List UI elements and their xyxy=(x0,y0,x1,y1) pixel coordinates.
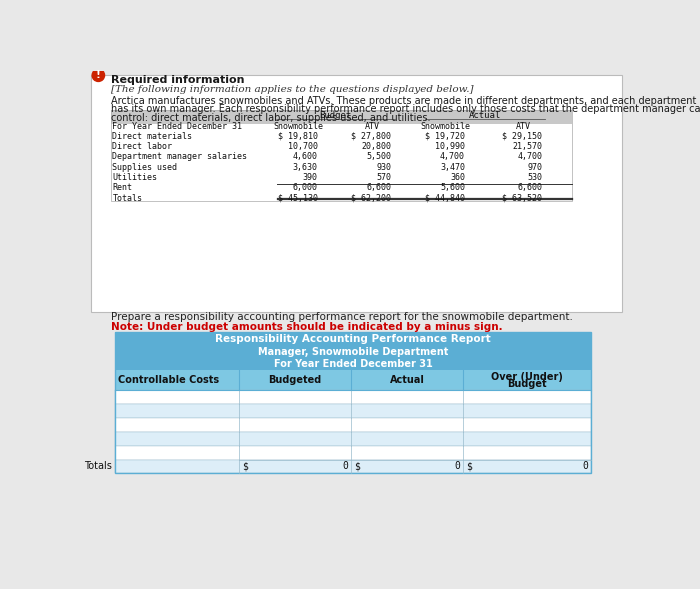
Text: 0: 0 xyxy=(454,461,461,471)
Text: 20,800: 20,800 xyxy=(361,142,391,151)
Text: 390: 390 xyxy=(302,173,318,182)
Text: 360: 360 xyxy=(450,173,465,182)
FancyBboxPatch shape xyxy=(115,446,592,459)
FancyBboxPatch shape xyxy=(115,459,592,474)
Text: $ 19,720: $ 19,720 xyxy=(425,131,465,141)
Text: Budgeted: Budgeted xyxy=(268,375,321,385)
Text: 4,700: 4,700 xyxy=(517,153,542,161)
FancyBboxPatch shape xyxy=(115,332,592,346)
Text: Manager, Snowmobile Department: Manager, Snowmobile Department xyxy=(258,347,448,357)
Text: ATV: ATV xyxy=(365,123,379,131)
Text: Direct labor: Direct labor xyxy=(112,142,172,151)
FancyBboxPatch shape xyxy=(115,432,592,446)
FancyBboxPatch shape xyxy=(92,75,622,312)
Text: Budget: Budget xyxy=(319,111,351,120)
Text: 10,700: 10,700 xyxy=(288,142,318,151)
Text: 530: 530 xyxy=(527,173,542,182)
Text: Actual: Actual xyxy=(468,111,500,120)
Text: Supplies used: Supplies used xyxy=(112,163,177,172)
Text: 5,500: 5,500 xyxy=(366,153,391,161)
Text: 4,600: 4,600 xyxy=(293,153,318,161)
Text: Utilities: Utilities xyxy=(112,173,158,182)
Text: 6,000: 6,000 xyxy=(293,184,318,193)
Text: $ 44,840: $ 44,840 xyxy=(425,194,465,203)
FancyBboxPatch shape xyxy=(115,391,592,404)
Text: $ 63,520: $ 63,520 xyxy=(503,194,542,203)
FancyBboxPatch shape xyxy=(115,346,592,358)
Text: $ 45,130: $ 45,130 xyxy=(278,194,318,203)
Text: $ 29,150: $ 29,150 xyxy=(503,131,542,141)
Text: 6,600: 6,600 xyxy=(517,184,542,193)
Text: Snowmobile: Snowmobile xyxy=(421,123,470,131)
Text: $ 19,810: $ 19,810 xyxy=(278,131,318,141)
Text: $: $ xyxy=(241,461,248,471)
Text: Direct materials: Direct materials xyxy=(112,131,192,141)
Text: ATV: ATV xyxy=(515,123,531,131)
Text: Department manager salaries: Department manager salaries xyxy=(112,153,247,161)
Text: Prepare a responsibility accounting performance report for the snowmobile depart: Prepare a responsibility accounting perf… xyxy=(111,312,573,322)
Text: Budget: Budget xyxy=(508,379,547,389)
Text: Required information: Required information xyxy=(111,75,244,85)
Text: Totals: Totals xyxy=(112,194,142,203)
Text: 970: 970 xyxy=(527,163,542,172)
Text: 0: 0 xyxy=(582,461,588,471)
Text: has its own manager. Each responsibility performance report includes only those : has its own manager. Each responsibility… xyxy=(111,104,700,114)
Text: Controllable Costs: Controllable Costs xyxy=(118,375,220,385)
FancyBboxPatch shape xyxy=(111,110,572,124)
Text: [The following information applies to the questions displayed below.]: [The following information applies to th… xyxy=(111,85,473,94)
Text: Snowmobile: Snowmobile xyxy=(273,123,323,131)
Text: control: direct materials, direct labor, supplies used, and utilities.: control: direct materials, direct labor,… xyxy=(111,112,430,123)
FancyBboxPatch shape xyxy=(115,404,592,418)
FancyBboxPatch shape xyxy=(115,418,592,432)
Text: For Year Ended December 31: For Year Ended December 31 xyxy=(274,359,433,369)
Text: 0: 0 xyxy=(342,461,348,471)
Text: 10,990: 10,990 xyxy=(435,142,465,151)
Text: $ 27,800: $ 27,800 xyxy=(351,131,391,141)
Text: Responsibility Accounting Performance Report: Responsibility Accounting Performance Re… xyxy=(215,333,491,343)
Text: Rent: Rent xyxy=(112,184,132,193)
Text: $ 62,200: $ 62,200 xyxy=(351,194,391,203)
Text: 930: 930 xyxy=(377,163,391,172)
Text: $: $ xyxy=(466,461,473,471)
Text: 4,700: 4,700 xyxy=(440,153,465,161)
Circle shape xyxy=(92,69,104,81)
FancyBboxPatch shape xyxy=(115,370,592,391)
FancyBboxPatch shape xyxy=(115,358,592,370)
Text: Note: Under budget amounts should be indicated by a minus sign.: Note: Under budget amounts should be ind… xyxy=(111,322,503,332)
Text: Arctica manufactures snowmobiles and ATVs. These products are made in different : Arctica manufactures snowmobiles and ATV… xyxy=(111,95,696,105)
Text: $: $ xyxy=(354,461,360,471)
Text: 3,630: 3,630 xyxy=(293,163,318,172)
Text: 570: 570 xyxy=(377,173,391,182)
Text: For Year Ended December 31: For Year Ended December 31 xyxy=(112,123,242,131)
Text: Actual: Actual xyxy=(390,375,425,385)
Text: Totals: Totals xyxy=(85,461,112,471)
Text: 21,570: 21,570 xyxy=(512,142,542,151)
Text: Over (Under): Over (Under) xyxy=(491,372,564,382)
Text: 5,600: 5,600 xyxy=(440,184,465,193)
Text: !: ! xyxy=(96,70,101,80)
Text: 6,600: 6,600 xyxy=(366,184,391,193)
Text: 3,470: 3,470 xyxy=(440,163,465,172)
